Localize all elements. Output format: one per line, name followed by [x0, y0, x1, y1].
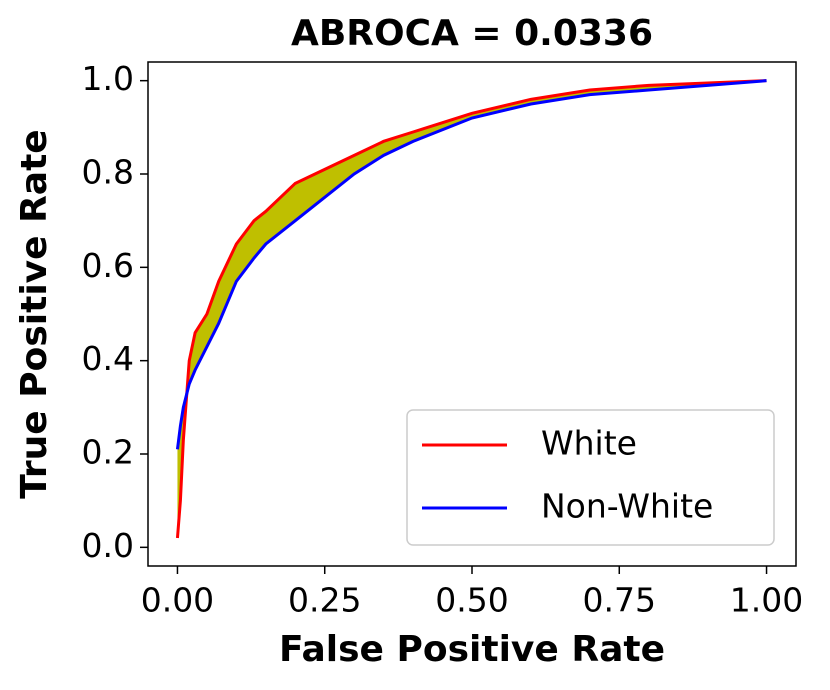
- x-tick-label: 0.75: [583, 581, 656, 620]
- chart-title: ABROCA = 0.0336: [291, 13, 653, 54]
- y-tick-label: 0.8: [82, 153, 134, 192]
- series-line: [175, 79, 767, 450]
- plot-frame: [147, 61, 797, 567]
- y-tick-label: 0.2: [82, 433, 134, 472]
- x-tick-label: 0.50: [435, 581, 508, 620]
- x-tick-label: 0.00: [141, 581, 214, 620]
- x-tick-label: 0.25: [288, 581, 361, 620]
- y-tick-label: 0.6: [82, 246, 134, 285]
- legend-label: Non-White: [541, 487, 713, 526]
- y-tick-label: 0.0: [82, 526, 134, 565]
- legend-label: White: [541, 424, 637, 463]
- series-line: [175, 79, 767, 539]
- y-tick-label: 1.0: [82, 59, 134, 98]
- x-tick-label: 1.00: [730, 581, 803, 620]
- x-axis-label: False Positive Rate: [279, 629, 665, 670]
- y-axis-label: True Positive Rate: [14, 129, 55, 498]
- y-tick-label: 0.4: [82, 339, 134, 378]
- area-between: [177, 80, 767, 539]
